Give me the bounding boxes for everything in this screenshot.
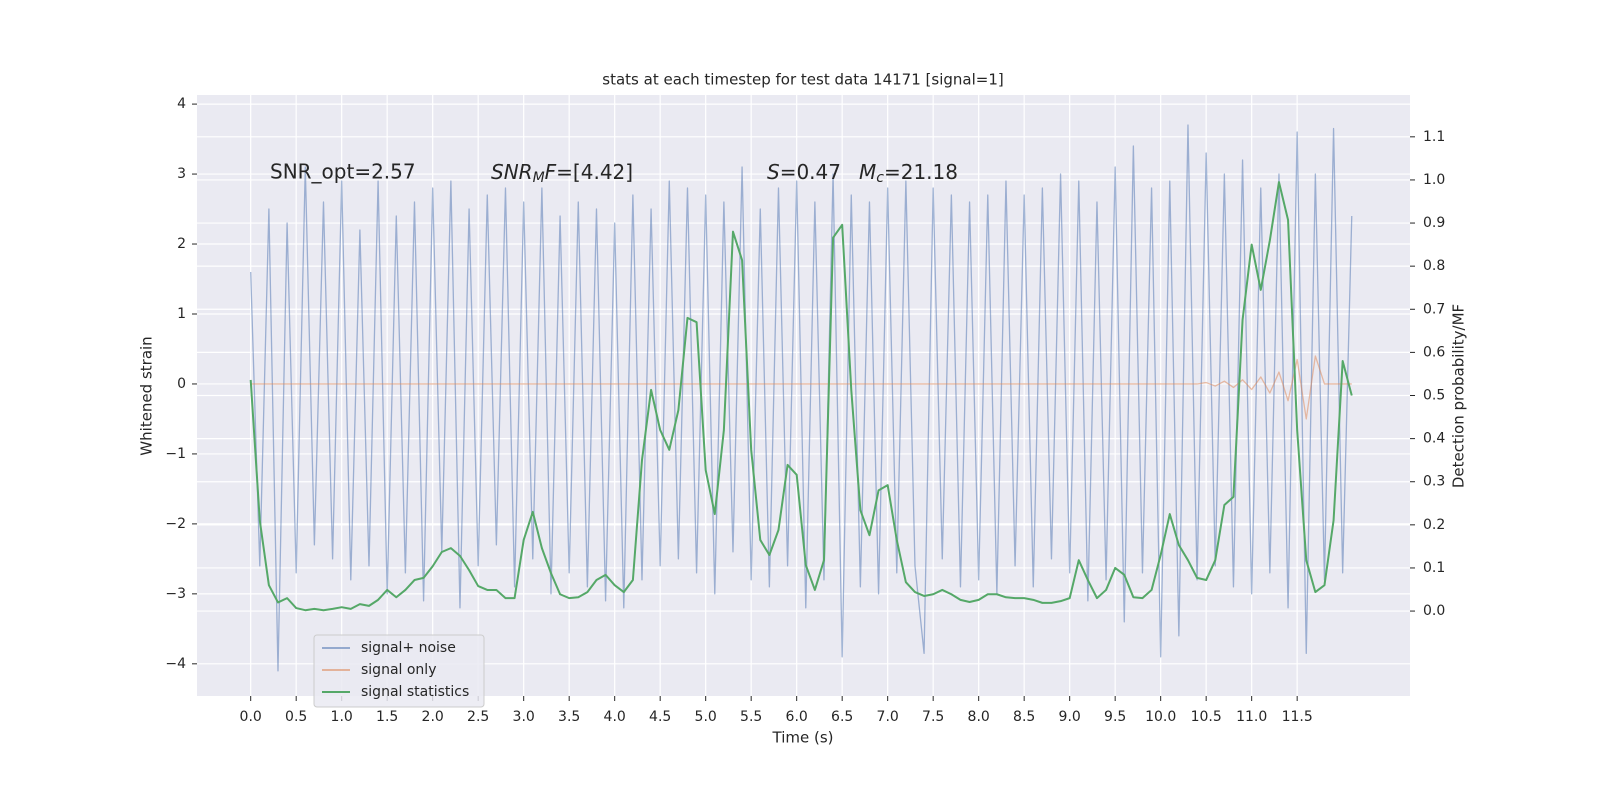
x-tick-label: 1.0 [331, 709, 353, 725]
y2-tick-label: 0.3 [1423, 474, 1445, 490]
x-tick-label: 2.5 [467, 709, 489, 725]
x-tick-label: 7.0 [877, 709, 899, 725]
y2-tick-label: 0.2 [1423, 517, 1445, 533]
legend-label: signal statistics [361, 684, 469, 700]
legend: signal+ noise signal only signal statistic… [313, 634, 485, 708]
y2-tick-label: 0.7 [1423, 301, 1445, 317]
x-tick-label: 6.0 [786, 709, 808, 725]
series-line [249, 181, 1353, 612]
x-tick-label: 6.5 [831, 709, 853, 725]
annotation-part: M [859, 160, 876, 184]
lines [249, 124, 1353, 672]
x-tick-label: 3.0 [513, 709, 535, 725]
x-tick-label: 3.5 [558, 709, 580, 725]
annotation: SNR_opt=2.57 [270, 160, 416, 184]
x-tick-label: 5.0 [695, 709, 717, 725]
x-axis-label: Time (s) [772, 729, 834, 747]
annotation-part: =[4.42] [556, 160, 633, 184]
x-tick-label: 9.0 [1059, 709, 1081, 725]
x-tick-label: 10.0 [1145, 709, 1176, 725]
y-tick-label: −4 [165, 656, 186, 672]
series-line [250, 124, 1353, 672]
y-tick-label: 0 [177, 376, 186, 392]
x-tick-label: 2.0 [422, 709, 444, 725]
y2-tick-label: 0.6 [1423, 344, 1445, 360]
annotation-part: =21.18 [884, 160, 958, 184]
y-tick-label: −3 [165, 586, 186, 602]
x-tick-label: 5.5 [740, 709, 762, 725]
ticks: 0.0 0.5 1.0 1.5 2.0 2.5 3.0 3.5 4.0 4.5 5.0 5.5 6.0 6… [165, 96, 1445, 725]
y2-tick-label: 0.4 [1423, 431, 1445, 447]
y-tick-label: 1 [177, 306, 186, 322]
y2-axis-label: Detection probability/MF [1450, 304, 1468, 488]
legend-label: signal only [361, 662, 436, 678]
y2-tick-label: 0.0 [1423, 603, 1445, 619]
annotation: SNRMF=[4.42] [491, 160, 633, 187]
y2-tick-label: 1.1 [1423, 129, 1445, 145]
x-tick-label: 1.5 [376, 709, 398, 725]
annotation-part: M [533, 170, 545, 186]
y-tick-label: 3 [177, 166, 186, 182]
y2-tick-label: 0.9 [1423, 215, 1445, 231]
y2-tick-label: 0.5 [1423, 388, 1445, 404]
annotation: Mc=21.18 [859, 160, 958, 187]
y-tick-label: 4 [177, 96, 186, 112]
annotation: S=0.47 [767, 160, 841, 184]
x-tick-label: 9.5 [1104, 709, 1126, 725]
x-tick-label: 8.5 [1013, 709, 1035, 725]
y-tick-label: 2 [177, 236, 186, 252]
annotation-part: =0.47 [780, 160, 841, 184]
x-tick-label: 10.5 [1191, 709, 1222, 725]
legend-box [313, 634, 485, 708]
annotation-part: F [545, 160, 557, 184]
series-line [250, 355, 1352, 420]
annotation-part: S [767, 160, 780, 184]
y2-tick-label: 1.0 [1423, 172, 1445, 188]
annotation-part: SNR [491, 160, 533, 184]
x-tick-label: 11.0 [1236, 709, 1267, 725]
x-tick-label: 0.0 [240, 709, 262, 725]
annotation-part: c [876, 170, 884, 186]
x-tick-label: 4.0 [604, 709, 626, 725]
legend-label: signal+ noise [361, 640, 456, 656]
x-tick-label: 11.5 [1282, 709, 1313, 725]
y2-tick-label: 0.8 [1423, 258, 1445, 274]
y-axis-label: Whitened strain [138, 336, 156, 455]
y2-tick-label: 0.1 [1423, 560, 1445, 576]
chart-title: stats at each timestep for test data 141… [602, 71, 1003, 89]
x-tick-label: 4.5 [649, 709, 671, 725]
x-tick-label: 8.0 [968, 709, 990, 725]
y-tick-label: −1 [165, 446, 186, 462]
x-tick-label: 7.5 [922, 709, 944, 725]
y-tick-label: −2 [165, 516, 186, 532]
x-tick-label: 0.5 [285, 709, 307, 725]
